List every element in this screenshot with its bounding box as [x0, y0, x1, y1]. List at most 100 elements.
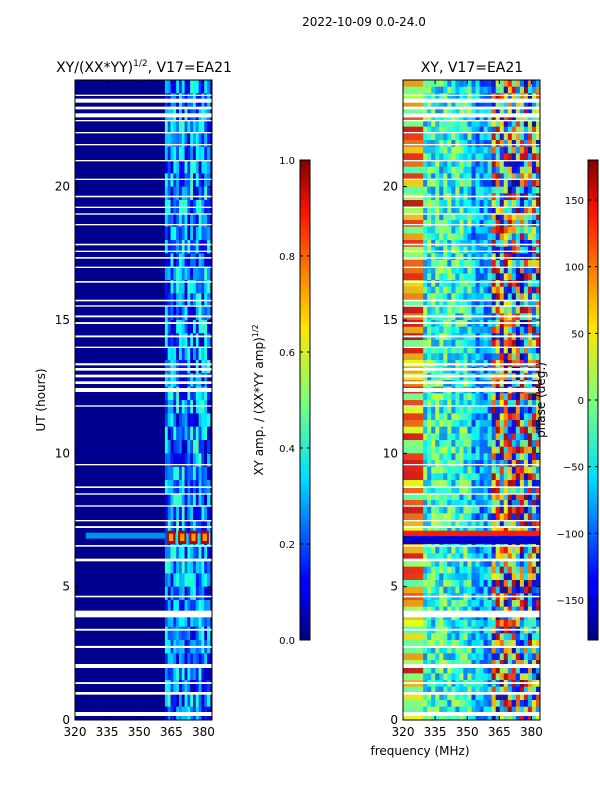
- phase-cell: [471, 246, 476, 254]
- phase-cell: [527, 266, 533, 274]
- phase-cell: [435, 340, 440, 347]
- phase-cell: [515, 633, 521, 641]
- phase-cell: [407, 466, 412, 474]
- phase-cell: [475, 340, 480, 347]
- phase-cell: [463, 186, 468, 194]
- phase-cell: [423, 646, 428, 654]
- phase-cell: [443, 686, 448, 694]
- phase-cell: [463, 660, 468, 667]
- phase-cell: [407, 353, 412, 361]
- phase-cell: [479, 526, 484, 534]
- flag-gap: [75, 374, 212, 378]
- phase-cell: [519, 500, 525, 507]
- phase-cell: [463, 180, 468, 187]
- band-cell: [190, 693, 194, 708]
- phase-cell: [495, 266, 501, 274]
- band-cell: [187, 346, 191, 361]
- phase-cell: [455, 706, 460, 714]
- phase-cell: [471, 300, 476, 307]
- phase-cell: [479, 306, 484, 314]
- band-cell: [195, 680, 200, 694]
- phase-cell: [487, 326, 492, 334]
- phase-cell: [455, 506, 460, 514]
- phase-cell: [447, 486, 452, 494]
- phase-cell: [427, 240, 432, 247]
- phase-cell: [455, 500, 460, 507]
- band-cell: [176, 413, 180, 428]
- phase-cell: [423, 153, 428, 161]
- phase-cell: [439, 346, 444, 354]
- phase-cell: [419, 426, 424, 434]
- phase-cell: [459, 233, 464, 241]
- phase-cell: [463, 153, 468, 161]
- flag-gap: [403, 120, 540, 122]
- band-cell: [170, 493, 174, 508]
- phase-cell: [503, 706, 509, 714]
- phase-cell: [447, 493, 452, 501]
- phase-cell: [419, 146, 424, 154]
- phase-cell: [407, 80, 412, 87]
- phase-cell: [499, 280, 505, 287]
- phase-cell: [455, 620, 460, 627]
- phase-cell: [499, 100, 505, 107]
- phase-cell: [495, 153, 501, 161]
- band-cell: [181, 80, 186, 94]
- band-cell: [193, 613, 197, 628]
- phase-cell: [419, 180, 424, 187]
- band-cell: [167, 80, 172, 94]
- phase-cell: [495, 620, 501, 627]
- band-cell: [201, 653, 205, 668]
- band-cell: [190, 573, 194, 588]
- phase-cell: [451, 666, 456, 674]
- phase-cell: [535, 153, 541, 161]
- phase-cell: [463, 640, 468, 647]
- phase-cell: [467, 600, 472, 607]
- phase-cell: [467, 646, 472, 654]
- phase-cell: [459, 80, 464, 87]
- phase-cell: [451, 133, 456, 141]
- phase-cell: [519, 240, 525, 247]
- phase-cell: [499, 286, 505, 294]
- flag-gap: [75, 520, 212, 522]
- phase-cell: [475, 93, 480, 101]
- phase-cell: [535, 493, 541, 501]
- band-cell: [178, 266, 183, 281]
- phase-cell: [435, 620, 440, 627]
- phase-cell: [455, 153, 460, 161]
- phase-cell: [447, 666, 452, 674]
- phase-cell: [459, 660, 464, 667]
- phase-cell: [423, 480, 428, 487]
- phase-cell: [499, 660, 505, 667]
- phase-cell: [415, 466, 420, 474]
- phase-cell: [535, 500, 541, 507]
- phase-cell: [527, 106, 533, 114]
- phase-cell: [471, 260, 476, 267]
- phase-cell: [495, 300, 501, 307]
- phase-cell: [439, 553, 444, 561]
- phase-cell: [455, 306, 460, 314]
- phase-cell: [503, 166, 509, 174]
- phase-cell: [435, 413, 440, 421]
- phase-cell: [423, 526, 428, 534]
- phase-cell: [503, 480, 509, 487]
- phase-cell: [407, 640, 412, 647]
- phase-cell: [515, 420, 521, 427]
- phase-cell: [487, 153, 492, 161]
- phase-cell: [407, 546, 412, 554]
- phase-cell: [499, 260, 505, 267]
- phase-cell: [467, 653, 472, 661]
- phase-cell: [459, 706, 464, 714]
- phase-cell: [415, 186, 420, 194]
- phase-cell: [499, 326, 505, 334]
- band-cell: [176, 346, 180, 361]
- phase-cell: [487, 526, 492, 534]
- phase-cell: [435, 293, 440, 301]
- band-cell: [195, 386, 200, 401]
- phase-cell: [475, 173, 480, 181]
- phase-cell: [495, 713, 501, 721]
- phase-cell: [495, 80, 501, 87]
- band-cell: [181, 320, 186, 334]
- phase-cell: [435, 286, 440, 294]
- phase-cell: [411, 426, 416, 434]
- phase-cell: [451, 86, 456, 94]
